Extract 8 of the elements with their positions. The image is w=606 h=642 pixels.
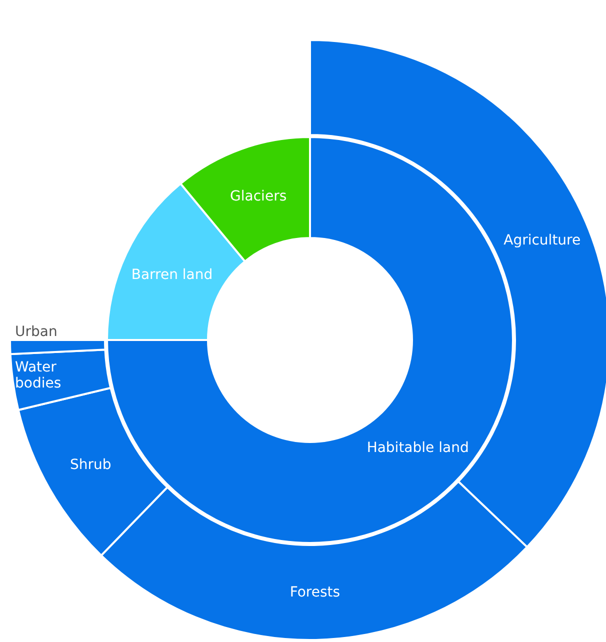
slice-label: Urban bbox=[15, 324, 58, 340]
slice-label: Water bodies bbox=[15, 360, 62, 392]
slice-label: Shrub bbox=[70, 457, 112, 474]
slice-label: Agriculture bbox=[504, 232, 581, 249]
slice-label: Habitable land bbox=[366, 440, 469, 456]
slice-label: Barren land bbox=[131, 267, 213, 284]
slice-label: Glaciers bbox=[230, 188, 287, 205]
slice-label: Forests bbox=[290, 584, 340, 600]
